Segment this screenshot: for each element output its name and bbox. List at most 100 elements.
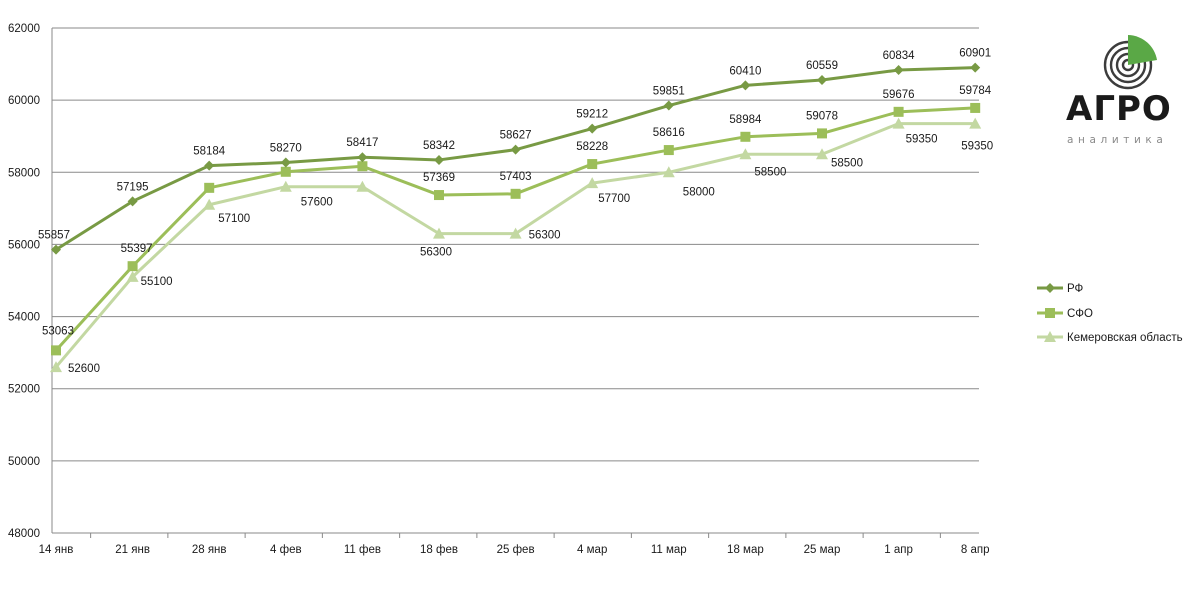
data-label: 59350 xyxy=(961,141,993,153)
data-point xyxy=(970,62,981,73)
data-point xyxy=(280,157,291,168)
data-point xyxy=(204,182,215,193)
data-point xyxy=(817,74,827,85)
data-point xyxy=(509,227,522,239)
data-point xyxy=(357,152,368,163)
data-label: 57369 xyxy=(423,172,455,184)
data-point xyxy=(662,166,675,178)
data-point xyxy=(586,177,599,189)
y-tick-label: 62000 xyxy=(8,23,40,35)
data-point xyxy=(204,160,215,171)
legend-label: Кемеровская область xyxy=(1067,332,1183,344)
data-point xyxy=(279,180,292,192)
data-point xyxy=(203,198,216,210)
y-tick-label: 54000 xyxy=(8,312,40,324)
data-label: 57403 xyxy=(500,171,532,183)
data-label: 58184 xyxy=(193,146,226,158)
legend-entry: РФ xyxy=(1037,283,1084,295)
series-0 xyxy=(51,62,981,255)
data-label: 59350 xyxy=(906,134,938,146)
data-point xyxy=(356,180,369,192)
data-label: 59212 xyxy=(576,109,608,121)
data-point xyxy=(510,144,521,155)
data-label: 58228 xyxy=(576,141,608,153)
data-point xyxy=(126,270,139,282)
data-label: 58500 xyxy=(831,157,863,169)
data-label: 57100 xyxy=(218,213,250,225)
data-point xyxy=(127,196,138,207)
x-tick-label: 28 янв xyxy=(192,544,227,556)
data-label: 58000 xyxy=(683,186,715,198)
data-label: 60901 xyxy=(959,48,991,60)
legend-entry: СФО xyxy=(1037,308,1093,320)
data-label: 58984 xyxy=(729,114,762,126)
data-point xyxy=(127,261,138,272)
axis-layer: 48000 50000 52000 54000 56000 58000 60000 62000… xyxy=(8,23,989,556)
data-label-layer: 55857 57195 58184 58270 58417 58342 58627 59212… xyxy=(38,48,993,375)
data-point xyxy=(892,117,905,129)
logo-subtitle: аналитика xyxy=(1067,134,1167,146)
data-point xyxy=(740,80,751,91)
x-tick-label: 21 янв xyxy=(115,544,150,556)
data-label: 57195 xyxy=(117,181,149,193)
y-tick-label: 56000 xyxy=(8,239,40,251)
legend-marker xyxy=(1045,308,1055,318)
data-label: 60410 xyxy=(729,65,761,77)
data-point xyxy=(587,123,598,134)
legend-marker xyxy=(1044,331,1056,342)
data-point xyxy=(510,188,521,199)
series-2 xyxy=(50,117,982,373)
logo-word: АГРО xyxy=(1066,89,1172,129)
data-label: 58417 xyxy=(346,137,378,149)
data-point xyxy=(893,106,904,117)
data-point xyxy=(434,190,444,201)
data-label: 55100 xyxy=(141,276,173,288)
data-point xyxy=(739,148,752,160)
data-point xyxy=(280,166,291,177)
data-label: 58270 xyxy=(270,143,302,155)
data-label: 58342 xyxy=(423,140,455,152)
data-point xyxy=(663,145,674,156)
data-point xyxy=(433,227,445,239)
data-label: 58500 xyxy=(754,166,786,178)
x-tick-label: 25 мар xyxy=(804,544,841,556)
data-label: 55397 xyxy=(121,243,153,255)
x-tick-label: 18 мар xyxy=(727,544,764,556)
y-tick-label: 50000 xyxy=(8,456,40,468)
data-point xyxy=(51,244,61,255)
x-tick-label: 1 апр xyxy=(884,544,913,556)
data-label: 56300 xyxy=(529,230,561,242)
data-label: 60559 xyxy=(806,60,838,72)
data-point xyxy=(663,100,674,111)
data-point xyxy=(970,102,981,113)
x-tick-label: 11 мар xyxy=(651,544,687,556)
data-point xyxy=(969,117,982,129)
logo-emblem-icon xyxy=(1103,35,1157,90)
grid-layer xyxy=(52,27,979,462)
data-point xyxy=(587,159,598,170)
data-label: 59851 xyxy=(653,86,685,98)
y-tick-label: 52000 xyxy=(8,384,40,396)
data-point xyxy=(817,128,827,139)
data-label: 58616 xyxy=(653,127,685,139)
x-tick-label: 11 фев xyxy=(344,544,381,556)
data-label: 56300 xyxy=(420,247,452,259)
data-label: 57700 xyxy=(598,193,630,205)
series-layer xyxy=(50,62,982,373)
x-tick-label: 4 фев xyxy=(270,544,302,556)
data-label: 60834 xyxy=(883,50,916,62)
data-label: 57600 xyxy=(301,197,333,209)
data-label: 59784 xyxy=(959,85,992,97)
y-tick-label: 60000 xyxy=(8,95,40,107)
x-tick-label: 18 фев xyxy=(420,544,458,556)
data-point xyxy=(740,131,751,142)
data-point xyxy=(816,148,828,160)
data-point xyxy=(50,361,62,373)
x-tick-label: 4 мар xyxy=(577,544,607,556)
x-tick-label: 8 апр xyxy=(961,544,990,556)
data-point xyxy=(434,154,444,165)
data-label: 53063 xyxy=(42,325,74,337)
legend-label: СФО xyxy=(1067,308,1093,320)
